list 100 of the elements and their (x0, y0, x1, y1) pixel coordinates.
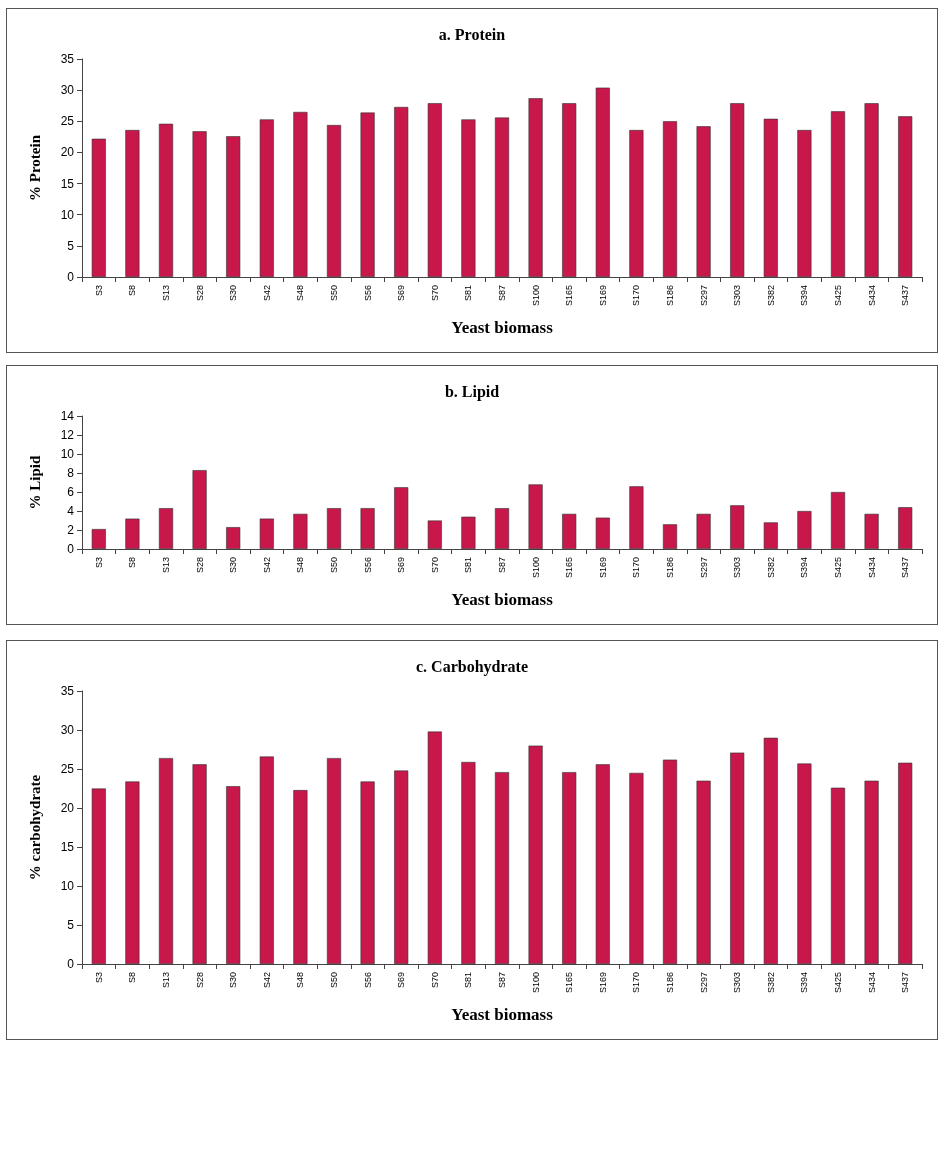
x-tick-label: S42 (261, 285, 272, 302)
bar (830, 492, 846, 549)
x-tick-label: S69 (396, 557, 407, 574)
x-tick-label: S169 (597, 972, 608, 994)
chart-title: b. Lipid (444, 382, 500, 401)
bar (326, 125, 342, 277)
bar (125, 130, 140, 277)
y-tick-label: 0 (67, 957, 75, 971)
x-tick-label: S87 (497, 972, 507, 989)
bar (696, 780, 711, 964)
chart-title: a. Protein (438, 25, 506, 43)
bar (360, 508, 375, 549)
x-tick-label: S30 (228, 285, 239, 302)
chart-title: c. Carbohydrate (416, 657, 528, 676)
y-tick-label: 10 (60, 879, 75, 893)
bar (730, 103, 745, 277)
x-tick-label: S186 (665, 972, 675, 994)
bar (360, 781, 375, 964)
bar (763, 522, 778, 549)
bar (293, 513, 308, 549)
x-axis-title: Yeast biomass (451, 590, 554, 609)
bar (427, 520, 442, 549)
bar (461, 761, 476, 964)
bar (158, 758, 174, 964)
bar (864, 513, 879, 549)
x-tick-label: S394 (799, 972, 810, 994)
x-tick-label: S87 (497, 557, 507, 574)
y-tick-label: 25 (60, 114, 75, 129)
bar (528, 484, 543, 549)
x-tick-label: S394 (799, 285, 810, 307)
bar (864, 780, 879, 964)
y-tick-label: 10 (60, 447, 75, 461)
x-tick-label: S69 (396, 972, 407, 989)
bar (696, 513, 711, 549)
y-axis-title: % carbohydrate (26, 774, 43, 881)
x-tick-label: S437 (900, 285, 911, 307)
bar (662, 524, 678, 549)
y-tick-label: 4 (67, 504, 75, 518)
x-tick-label: S48 (295, 972, 306, 989)
y-tick-label: 14 (60, 409, 75, 423)
bar (830, 787, 846, 964)
bar (259, 756, 274, 964)
y-tick-label: 35 (60, 52, 75, 66)
y-tick-label: 5 (67, 238, 75, 253)
x-tick-label: S303 (732, 285, 743, 307)
bar (427, 731, 442, 964)
bar (629, 772, 644, 964)
bar (226, 786, 241, 964)
x-tick-label: S8 (127, 972, 138, 984)
bar (125, 518, 140, 549)
x-tick-label: S70 (429, 972, 440, 989)
bar (562, 772, 577, 964)
x-tick-label: S56 (362, 285, 373, 302)
y-tick-label: 0 (67, 270, 75, 284)
x-tick-label: S8 (127, 557, 138, 569)
x-tick-label: S56 (362, 557, 373, 574)
bar (259, 518, 274, 549)
y-tick-label: 25 (60, 762, 75, 776)
bar (898, 507, 913, 549)
y-tick-label: 0 (67, 542, 75, 556)
x-tick-label: S100 (530, 972, 541, 994)
x-tick-label: S165 (564, 285, 575, 307)
x-tick-label: S28 (194, 972, 205, 989)
x-tick-label: S13 (161, 972, 171, 989)
x-tick-label: S50 (329, 972, 339, 989)
x-tick-label: S3 (93, 972, 104, 984)
y-tick-label: 30 (60, 83, 75, 98)
y-axis-title: % Lipid (26, 454, 43, 510)
y-tick-label: 12 (60, 428, 75, 442)
x-tick-label: S434 (866, 972, 877, 994)
bar (629, 130, 644, 277)
x-tick-label: S297 (698, 285, 709, 307)
x-tick-label: S382 (765, 557, 776, 579)
x-axis-title: Yeast biomass (451, 1005, 554, 1024)
bar (427, 103, 442, 277)
bar (158, 123, 174, 277)
y-tick-label: 5 (67, 918, 75, 932)
bar (192, 470, 207, 549)
x-tick-label: S8 (127, 285, 138, 297)
bar (730, 505, 745, 549)
bar (259, 119, 274, 277)
x-tick-label: S169 (597, 557, 608, 579)
x-axis-title: Yeast biomass (451, 318, 554, 337)
bar (763, 737, 778, 964)
bar (528, 745, 543, 964)
bar (394, 770, 409, 964)
bar (360, 112, 375, 277)
x-tick-label: S3 (93, 285, 104, 297)
y-tick-label: 15 (60, 176, 75, 191)
x-tick-label: S30 (228, 557, 239, 574)
bar (763, 118, 778, 277)
bar (898, 762, 913, 964)
y-tick-label: 35 (60, 684, 75, 698)
x-tick-label: S13 (161, 285, 171, 302)
bar (595, 764, 610, 964)
bar (629, 486, 644, 549)
x-tick-label: S56 (362, 972, 373, 989)
x-tick-label: S297 (698, 557, 709, 579)
x-tick-label: S434 (866, 285, 877, 307)
x-tick-label: S28 (194, 557, 205, 574)
